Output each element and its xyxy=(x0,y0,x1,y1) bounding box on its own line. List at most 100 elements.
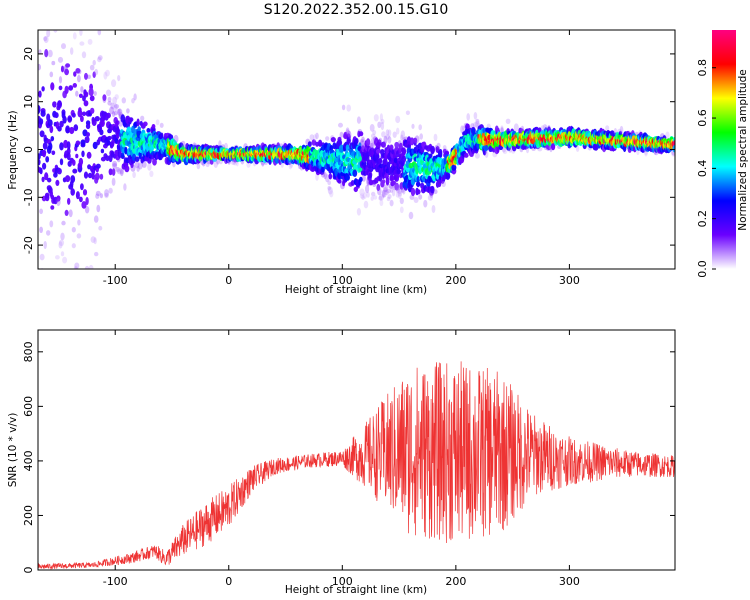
heatmap-cell xyxy=(665,131,670,139)
heatmap-cell xyxy=(505,118,511,125)
heatmap-cell xyxy=(91,173,95,180)
heatmap-cell xyxy=(58,241,63,249)
heatmap-cell xyxy=(85,123,91,130)
heatmap-cell xyxy=(106,140,111,146)
heatmap-cell xyxy=(423,199,428,208)
heatmap-cell xyxy=(474,152,480,159)
heatmap-cell xyxy=(95,193,100,199)
heatmap-cell xyxy=(321,172,326,178)
heatmap-cell xyxy=(97,56,102,63)
heatmap-cell xyxy=(71,243,76,249)
heatmap-cell xyxy=(111,79,117,88)
heatmap-cell xyxy=(105,155,110,162)
heatmap-cell xyxy=(436,142,441,149)
heatmap-cell xyxy=(42,142,48,150)
heatmap-cell xyxy=(105,69,110,77)
colorbar-gradient xyxy=(712,30,736,269)
heatmap-cell xyxy=(131,98,135,104)
heatmap-cell xyxy=(419,133,424,140)
heatmap-cell xyxy=(411,123,415,129)
heatmap-cell xyxy=(137,162,143,170)
heatmap-cell xyxy=(49,71,54,78)
heatmap-cell xyxy=(57,100,62,109)
heatmap-cell xyxy=(72,159,76,166)
heatmap-cell xyxy=(336,139,343,147)
heatmap-cell xyxy=(70,47,74,55)
heatmap-cell xyxy=(79,30,83,36)
heatmap-cell xyxy=(401,155,407,163)
heatmap-cell xyxy=(75,153,79,159)
heatmap-cell xyxy=(95,190,101,197)
heatmap-cell xyxy=(463,152,469,158)
heatmap-cell xyxy=(78,93,83,99)
heatmap-cell xyxy=(348,130,352,139)
heatmap-cell xyxy=(38,49,42,55)
heatmap-cell xyxy=(78,157,84,166)
heatmap-cell xyxy=(110,139,115,148)
heatmap-cell xyxy=(72,32,77,40)
heatmap-cell xyxy=(50,82,55,91)
heatmap-cell xyxy=(133,93,137,101)
heatmap-cell xyxy=(346,137,351,144)
colorbar-tick-label: 0.0 xyxy=(696,260,709,278)
heatmap-cell xyxy=(370,196,374,201)
heatmap-cell xyxy=(117,108,123,114)
heatmap-cell xyxy=(327,186,332,191)
heatmap-cell xyxy=(121,152,125,158)
heatmap-cell xyxy=(46,230,51,236)
heatmap-cell xyxy=(83,171,89,179)
heatmap-cell xyxy=(93,215,99,223)
snr-y-tick-label: 200 xyxy=(22,505,35,526)
heatmap-cell xyxy=(147,162,152,171)
heatmap-cell xyxy=(97,30,102,36)
heatmap-cell xyxy=(346,104,352,112)
heatmap-cell xyxy=(130,164,136,172)
heatmap-cell xyxy=(110,102,115,110)
heatmap-cell xyxy=(62,115,67,124)
heatmap-cell xyxy=(513,123,519,132)
heatmap-cell xyxy=(352,169,358,177)
heatmap-cell xyxy=(59,120,64,128)
heatmap-cell xyxy=(55,0,59,1)
heatmap-cell xyxy=(330,137,336,143)
heatmap-cell xyxy=(82,189,88,196)
heatmap-cell xyxy=(41,149,47,155)
heatmap-cell xyxy=(405,110,410,116)
heatmap-cell xyxy=(102,94,107,101)
heatmap-cell xyxy=(408,211,414,220)
heatmap-cell xyxy=(311,139,317,146)
heatmap-cell xyxy=(94,116,100,122)
heatmap-cell xyxy=(441,180,446,188)
heatmap-cell xyxy=(381,179,386,184)
heatmap-cell xyxy=(99,173,104,180)
heatmap-cell xyxy=(67,197,71,205)
heatmap-cell xyxy=(81,150,85,158)
heatmap-cell xyxy=(94,251,99,257)
heatmap-cell xyxy=(63,139,69,149)
heatmap-cell xyxy=(94,172,100,181)
heatmap-cell xyxy=(140,115,145,122)
heatmap-cell xyxy=(42,162,47,170)
heatmap-cell xyxy=(315,141,319,147)
heatmap-cell xyxy=(41,176,45,183)
heatmap-cell xyxy=(48,142,53,151)
heatmap-cell xyxy=(77,109,83,118)
spectrogram-y-tick-label: 20 xyxy=(22,47,35,61)
colorbar: 0.0 0.2 0.4 0.6 0.8 Normalized spectral ampl… xyxy=(696,30,749,278)
heatmap-cell xyxy=(37,284,41,290)
snr-y-tick-label: 600 xyxy=(22,396,35,417)
heatmap-cell xyxy=(72,83,78,88)
heatmap-cell xyxy=(103,71,108,80)
heatmap-cell xyxy=(84,136,90,144)
heatmap-cell xyxy=(117,108,122,117)
heatmap-cell xyxy=(79,41,85,46)
heatmap-cell xyxy=(81,201,87,209)
heatmap-cell xyxy=(415,181,421,187)
heatmap-cell xyxy=(104,189,109,198)
heatmap-cell xyxy=(337,179,342,184)
heatmap-cell xyxy=(159,122,164,128)
heatmap-cell xyxy=(97,55,103,61)
heatmap-cell xyxy=(126,126,132,133)
heatmap-cell xyxy=(65,125,70,134)
